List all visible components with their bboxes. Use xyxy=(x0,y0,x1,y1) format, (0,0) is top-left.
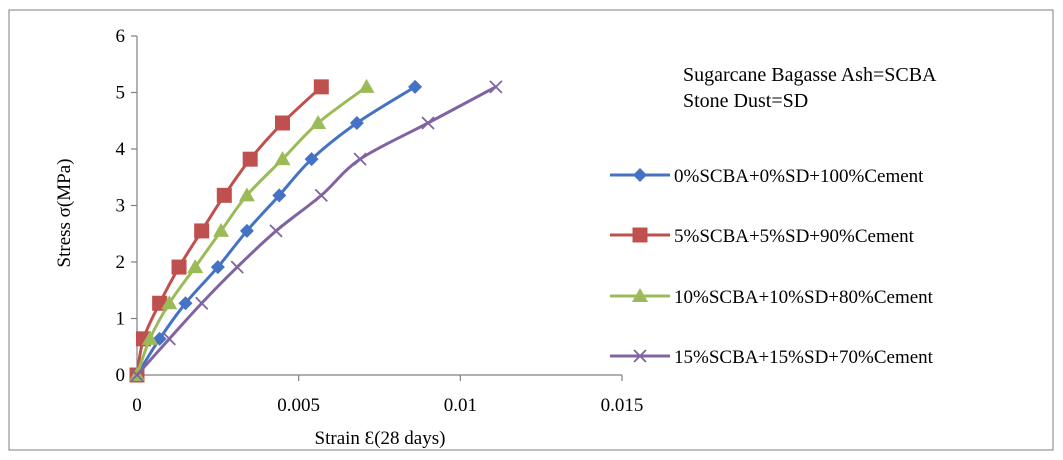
data-point xyxy=(421,116,435,130)
legend-marker xyxy=(633,168,647,182)
data-point xyxy=(489,80,503,94)
annotation-scba: Sugarcane Bagasse Ash=SCBA xyxy=(683,64,937,86)
data-point xyxy=(269,224,283,238)
data-point xyxy=(239,223,254,238)
y-tick-label: 0 xyxy=(116,365,126,386)
legend-entry-2: 10%SCBA+10%SD+80%Cement xyxy=(610,287,934,308)
data-point xyxy=(272,188,287,203)
y-axis-title: Stress σ(MPa) xyxy=(54,159,75,268)
legend-marker xyxy=(632,288,648,302)
annotation-sd: Stone Dust=SD xyxy=(683,90,808,112)
chart-border xyxy=(8,9,1054,451)
x-axis-title: Strain Ɛ(28 days) xyxy=(315,428,446,449)
legend-label: 5%SCBA+5%SD+90%Cement xyxy=(674,226,915,247)
data-point xyxy=(230,260,244,274)
data-point xyxy=(242,151,258,167)
legend-entry-0: 0%SCBA+0%SD+100%Cement xyxy=(610,166,924,187)
y-tick-label: 3 xyxy=(116,196,126,217)
data-point xyxy=(210,260,225,275)
y-tick-label: 1 xyxy=(116,309,126,330)
legend-label: 0%SCBA+0%SD+100%Cement xyxy=(674,166,924,187)
data-point xyxy=(130,368,144,382)
data-point xyxy=(314,188,328,202)
y-tick-label: 5 xyxy=(116,83,126,104)
series-3 xyxy=(130,80,503,382)
legend-marker xyxy=(633,349,647,363)
legend-marker xyxy=(632,227,648,243)
legend-label: 15%SCBA+15%SD+70%Cement xyxy=(674,347,934,368)
data-point xyxy=(238,187,255,202)
data-point xyxy=(141,330,158,345)
data-point xyxy=(408,79,423,94)
data-point xyxy=(213,222,230,237)
data-point xyxy=(162,332,176,346)
data-point xyxy=(194,223,210,239)
ticks: 0 1 2 3 4 5 6 0 0.005 0.01 0.015 xyxy=(116,26,644,416)
data-point xyxy=(304,152,319,167)
data-point xyxy=(349,116,364,131)
legend-label: 10%SCBA+10%SD+80%Cement xyxy=(674,287,934,308)
data-point xyxy=(195,296,209,310)
data-point xyxy=(275,115,290,131)
legend-entry-1: 5%SCBA+5%SD+90%Cement xyxy=(610,226,915,247)
data-point xyxy=(178,296,193,311)
x-tick-label: 0.005 xyxy=(277,395,320,416)
y-tick-label: 6 xyxy=(116,26,126,47)
data-point xyxy=(216,187,232,203)
series-2 xyxy=(129,78,375,381)
data-point xyxy=(313,79,329,95)
data-point xyxy=(161,295,178,310)
data-point xyxy=(171,259,187,275)
y-tick-label: 4 xyxy=(116,139,126,160)
series-layer xyxy=(129,78,503,383)
data-point xyxy=(274,151,291,166)
x-tick-label: 0.015 xyxy=(601,395,644,416)
legend-entry-3: 15%SCBA+15%SD+70%Cement xyxy=(610,347,934,368)
y-tick-label: 2 xyxy=(116,252,126,273)
data-point xyxy=(358,78,375,93)
x-tick-label: 0.01 xyxy=(444,395,477,416)
data-point xyxy=(187,259,204,274)
data-point xyxy=(353,152,367,166)
x-tick-label: 0 xyxy=(132,395,142,416)
legend: 0%SCBA+0%SD+100%Cement 5%SCBA+5%SD+90%Cem… xyxy=(610,166,934,368)
data-point xyxy=(310,115,327,130)
